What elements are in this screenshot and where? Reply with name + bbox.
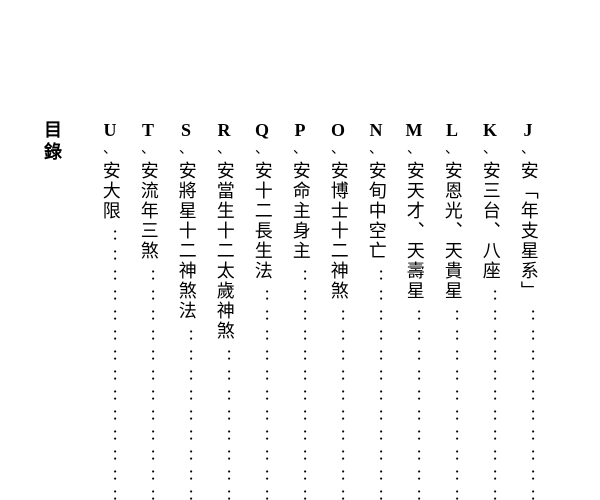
entry-text: 安「年支星系」 bbox=[517, 161, 539, 301]
entry-marker: S bbox=[181, 120, 191, 141]
entry-separator: 、 bbox=[483, 143, 497, 157]
toc-entry: J 、安「年支星系」 ：：：：：：：：：：：：：： bbox=[516, 120, 540, 500]
leader-dots: ：：：：：：：：：：：：：： bbox=[141, 269, 155, 500]
entry-marker: O bbox=[331, 120, 345, 141]
entry-separator: 、 bbox=[369, 143, 383, 157]
toc-entry: N 、安旬中空亡 ：：：：：：：：：：：：：： bbox=[364, 120, 388, 500]
entry-text: 安旬中空亡 bbox=[365, 161, 387, 261]
leader-dots: ：：：：：：：：：：：：：： bbox=[407, 309, 421, 500]
leader-dots: ：：：：：：：：：：：：：： bbox=[445, 309, 459, 500]
entry-separator: 、 bbox=[521, 143, 535, 157]
toc-entry: Q 、安十二長生法 ：：：：：：：：：：：：：： bbox=[250, 120, 274, 500]
toc-entry: L 、安恩光、天貴星 ：：：：：：：：：：：：：： bbox=[440, 120, 464, 500]
toc-entry: O 、安博士十二神煞 ：：：：：：：：：：：：：： bbox=[326, 120, 350, 500]
leader-dots: ：：：：：：：：：：：：：： bbox=[483, 289, 497, 500]
entry-text: 安命主身主 bbox=[289, 161, 311, 261]
entry-text: 安十二長生法 bbox=[251, 161, 273, 281]
entry-text: 安三台、八座 bbox=[479, 161, 501, 281]
entry-separator: 、 bbox=[179, 143, 193, 157]
entry-marker: K bbox=[483, 120, 497, 141]
entry-marker: Q bbox=[255, 120, 269, 141]
entry-text: 安當生十二太歲神煞 bbox=[213, 161, 235, 341]
toc-entry: S 、安將星十二神煞法 ：：：：：：：：：：：：：： bbox=[174, 120, 198, 500]
entry-marker: N bbox=[370, 120, 383, 141]
entry-marker: U bbox=[104, 120, 117, 141]
entry-marker: L bbox=[446, 120, 458, 141]
toc-entry: T 、安流年三煞 ：：：：：：：：：：：：：： bbox=[136, 120, 160, 500]
entry-separator: 、 bbox=[255, 143, 269, 157]
toc-entry: U 、安大限 ：：：：：：：：：：：：：： bbox=[98, 120, 122, 500]
entry-separator: 、 bbox=[103, 143, 117, 157]
leader-dots: ：：：：：：：：：：：：：： bbox=[521, 309, 535, 500]
entry-separator: 、 bbox=[141, 143, 155, 157]
entry-text: 安流年三煞 bbox=[137, 161, 159, 261]
leader-dots: ：：：：：：：：：：：：：： bbox=[217, 349, 231, 500]
toc-entry: P 、安命主身主 ：：：：：：：：：：：：：： bbox=[288, 120, 312, 500]
leader-dots: ：：：：：：：：：：：：：： bbox=[293, 269, 307, 500]
leader-dots: ：：：：：：：：：：：：：： bbox=[331, 309, 345, 500]
leader-dots: ：：：：：：：：：：：：：： bbox=[369, 269, 383, 500]
entry-separator: 、 bbox=[407, 143, 421, 157]
entry-text: 安天才、天壽星 bbox=[403, 161, 425, 301]
toc-entry: R 、安當生十二太歲神煞 ：：：：：：：：：：：：：： bbox=[212, 120, 236, 500]
entry-text: 安大限 bbox=[99, 161, 121, 221]
leader-dots: ：：：：：：：：：：：：：： bbox=[255, 289, 269, 500]
entry-marker: M bbox=[406, 120, 423, 141]
entry-separator: 、 bbox=[445, 143, 459, 157]
entry-text: 安博士十二神煞 bbox=[327, 161, 349, 301]
toc-entry: K 、安三台、八座 ：：：：：：：：：：：：：： bbox=[478, 120, 502, 500]
entry-marker: R bbox=[218, 120, 231, 141]
entry-separator: 、 bbox=[331, 143, 345, 157]
entry-marker: J bbox=[524, 120, 533, 141]
toc-entry: M 、安天才、天壽星 ：：：：：：：：：：：：：： bbox=[402, 120, 426, 500]
entry-text: 安恩光、天貴星 bbox=[441, 161, 463, 301]
entry-marker: P bbox=[295, 120, 306, 141]
entry-marker: T bbox=[142, 120, 154, 141]
leader-dots: ：：：：：：：：：：：：：： bbox=[179, 329, 193, 500]
toc-label: 目錄 bbox=[40, 120, 64, 500]
toc-label-text: 目錄 bbox=[39, 120, 65, 164]
entry-separator: 、 bbox=[217, 143, 231, 157]
entry-separator: 、 bbox=[293, 143, 307, 157]
entry-text: 安將星十二神煞法 bbox=[175, 161, 197, 321]
leader-dots: ：：：：：：：：：：：：：： bbox=[103, 229, 117, 500]
